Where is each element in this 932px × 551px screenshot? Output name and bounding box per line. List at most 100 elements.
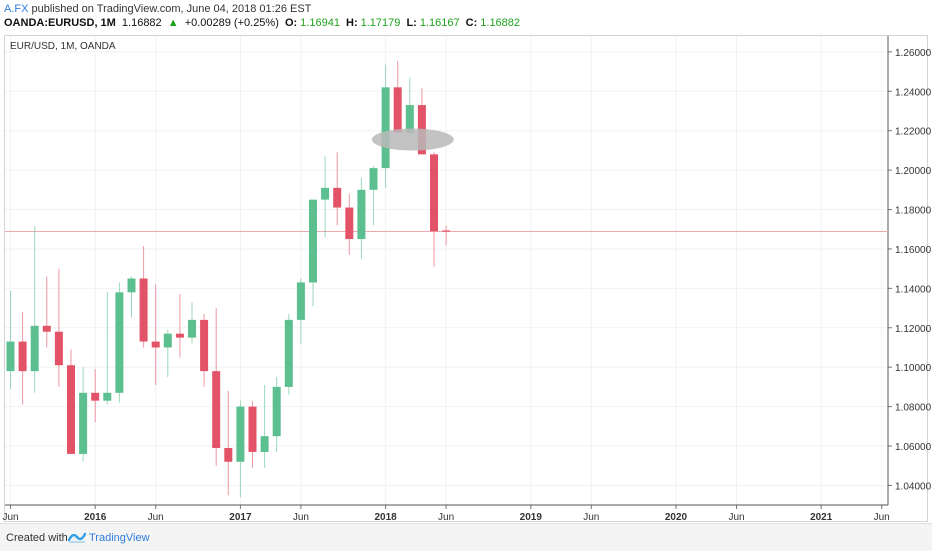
candle: [224, 390, 233, 496]
price-chart[interactable]: 1.26000 1.24000 1.22000 1.20000 1.18000 1.160…: [0, 0, 932, 523]
x-tick-label: Jun: [148, 512, 164, 523]
tradingview-link[interactable]: TradingView: [89, 532, 150, 544]
y-tick-label: 1.12000: [895, 324, 932, 335]
candle-body: [357, 189, 366, 240]
footer-bar: Created with TradingView: [0, 523, 932, 551]
y-tick-label: 1.16000: [895, 245, 932, 256]
candle: [42, 276, 51, 348]
y-tick-label: 1.10000: [895, 363, 932, 374]
x-tick-label: 2017: [229, 512, 252, 523]
x-tick-label: Jun: [293, 512, 309, 523]
y-tick-label: 1.18000: [895, 206, 932, 217]
candle-body: [42, 325, 51, 332]
symbol-label: OANDA:EURUSD, 1M: [4, 17, 116, 29]
candle: [163, 329, 172, 378]
candle-body: [369, 168, 378, 190]
author-link[interactable]: A.FX: [4, 3, 29, 15]
last-price: 1.16882: [121, 17, 162, 29]
candle: [357, 177, 366, 259]
candle: [30, 226, 39, 393]
candle-body: [224, 447, 233, 462]
y-tick-label: 1.26000: [895, 48, 932, 59]
ohlc-legend: OANDA:EURUSD, 1M 1.16882 ▲ +0.00289 (+0.…: [4, 17, 523, 29]
candle-body: [79, 392, 88, 454]
candle-body: [381, 87, 390, 169]
x-tick-label: Jun: [874, 512, 890, 523]
y-tick-label: 1.20000: [895, 166, 932, 177]
candle-body: [54, 331, 63, 366]
y-tick-label: 1.08000: [895, 403, 932, 414]
candle-body: [139, 278, 148, 342]
candle: [430, 152, 438, 267]
candle-body: [321, 187, 330, 200]
candle-body: [6, 341, 15, 372]
candle: [67, 349, 75, 454]
candle-body: [188, 319, 196, 338]
candle-body: [175, 333, 184, 338]
change-value: +0.00289 (+0.25%): [184, 17, 279, 29]
candle-body: [272, 386, 281, 437]
candle: [200, 313, 209, 387]
candle-body: [127, 278, 136, 293]
candle-body: [260, 436, 269, 452]
candle: [212, 308, 221, 466]
y-tick-label: 1.24000: [895, 87, 932, 98]
candle-body: [151, 341, 160, 348]
x-tick-label: Jun: [728, 512, 744, 523]
candle: [345, 193, 354, 255]
candle-body: [442, 230, 451, 232]
low-value: 1.16167: [419, 17, 460, 29]
close-label: C:: [465, 17, 478, 29]
candle: [188, 302, 196, 344]
candle-body: [393, 87, 402, 133]
y-tick-label: 1.04000: [895, 481, 932, 492]
candle-body: [67, 365, 75, 454]
candle: [309, 199, 317, 307]
x-tick-label: 2019: [520, 512, 543, 523]
candle: [393, 60, 402, 133]
candle: [321, 156, 330, 238]
open-label: O:: [284, 17, 298, 29]
candle-body: [248, 406, 257, 452]
candle: [115, 282, 124, 403]
candle: [442, 225, 451, 246]
x-tick-label: Jun: [2, 512, 18, 523]
x-tick-label: 2020: [665, 512, 688, 523]
candle: [260, 384, 269, 468]
candle-body: [296, 282, 305, 320]
y-tick-label: 1.22000: [895, 127, 932, 138]
x-tick-label: 2016: [84, 512, 107, 523]
chart-title: EUR/USD, 1M, OANDA: [10, 41, 116, 52]
candle: [175, 294, 184, 358]
candle-body: [18, 341, 27, 372]
publication-line: A.FX published on TradingView.com, June …: [4, 3, 311, 15]
low-label: L:: [406, 17, 417, 29]
close-value: 1.16882: [480, 17, 521, 29]
candle-body: [405, 105, 414, 133]
tradingview-logo-icon[interactable]: [67, 530, 87, 547]
candle-body: [333, 187, 342, 208]
candle: [139, 245, 148, 348]
candle: [79, 367, 88, 462]
candle-body: [103, 392, 112, 401]
open-value: 1.16941: [300, 17, 340, 29]
candle: [248, 400, 257, 468]
candle: [381, 64, 390, 188]
annotation-ellipse: [371, 128, 454, 151]
candle-body: [284, 319, 293, 387]
candle: [103, 292, 112, 405]
candle: [369, 166, 378, 226]
high-value: 1.17179: [360, 17, 401, 29]
candle-body: [91, 392, 100, 401]
change-arrow-icon: ▲: [167, 17, 179, 29]
chart-frame: [4, 35, 928, 522]
candle: [296, 278, 305, 344]
candle-body: [236, 406, 245, 462]
x-tick-label: 2018: [374, 512, 397, 523]
candle: [6, 290, 15, 389]
candle-body: [345, 207, 354, 240]
candle-body: [163, 333, 172, 348]
candle-body: [212, 371, 221, 448]
candle-body: [309, 199, 317, 283]
candle: [127, 276, 136, 318]
